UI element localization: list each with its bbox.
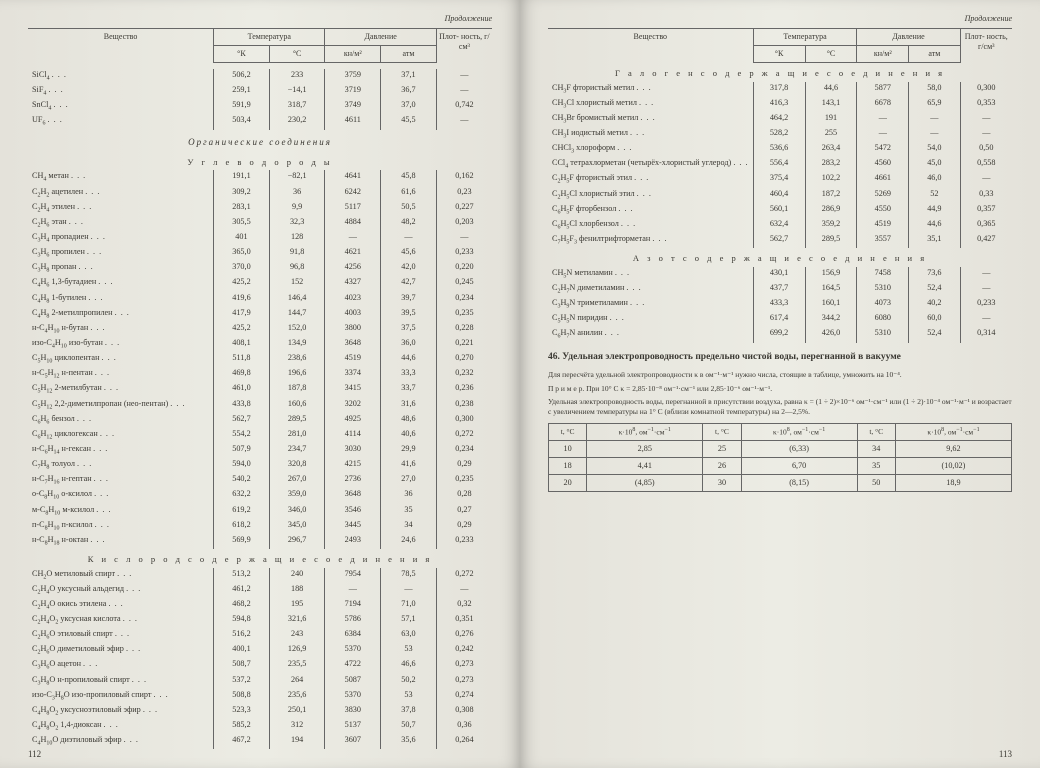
table-row: CH3I иодистый метил . . .528,2255——— xyxy=(548,127,1012,142)
table-row: изо-C3H8O изо-пропиловый спирт . . .508,… xyxy=(28,689,492,704)
table-row: C2H4O окись этилена . . .468,2195719471,… xyxy=(28,598,492,613)
continuation-label-r: Продолжение xyxy=(548,14,1012,24)
table-row: 102,8525(6,33)349,62 xyxy=(549,440,1012,457)
table-row: C6H12 циклогексан . . .554,2281,0411440,… xyxy=(28,428,492,443)
table-row: CH5N метиламин . . .430,1156,9745873,6— xyxy=(548,267,1012,282)
table-row: C5H10 циклопентан . . .511,8238,6451944,… xyxy=(28,352,492,367)
table-row: C2H2 ацетилен . . .309,236624261,60,23 xyxy=(28,186,492,201)
table-row: C3H6 пропилен . . .365,091,8462145,60,23… xyxy=(28,246,492,261)
table-row: C3H9N триметиламин . . .433,3160,1407340… xyxy=(548,297,1012,312)
continuation-label: Продолжение xyxy=(28,14,492,24)
th-water-k: κ·108, ом−1·см−1 xyxy=(741,423,857,440)
note-1: Для пересчёта удельной электропроводност… xyxy=(548,370,1012,380)
table-row: CHCl3 хлороформ . . .536,6263,4547254,00… xyxy=(548,142,1012,157)
table-row: н-C8H18 н-октан . . .569,9296,7249324,60… xyxy=(28,534,492,549)
table-row: C3H6O ацетон . . .508,7235,5472246,60,27… xyxy=(28,658,492,673)
table-row: о-C8H10 о-ксилол . . .632,2359,03648360,… xyxy=(28,488,492,503)
table-row: C4H8O2 уксусноэтиловый эфир . . .523,325… xyxy=(28,704,492,719)
table-row: UF6 . . .503,4230,2461145,5— xyxy=(28,114,492,129)
table-row: C2H7N диметиламин . . .437,7164,5531052,… xyxy=(548,282,1012,297)
th-atm: атм xyxy=(381,46,437,63)
table-row: CH3Br бромистый метил . . .464,2191——— xyxy=(548,112,1012,127)
table-row: CH3F фтористый метил . . .317,844,658775… xyxy=(548,82,1012,97)
table-row: C6H5Cl хлорбензол . . .632,4359,2451944,… xyxy=(548,218,1012,233)
table-row: н-C4H10 н-бутан . . .425,2152,0380037,50… xyxy=(28,322,492,337)
page-number-left: 112 xyxy=(28,749,41,760)
th-density: Плот- ность, г/см³ xyxy=(436,29,492,63)
table-row: м-C8H10 м-ксилол . . .619,2346,03546350,… xyxy=(28,504,492,519)
table-row: н-C6H14 н-гексан . . .507,9234,7303029,9… xyxy=(28,443,492,458)
th-knm2: кн/м² xyxy=(325,46,381,63)
table-row: SiF4 . . .259,1−14,1371936,7— xyxy=(28,84,492,99)
table-row: C4H10O диэтиловый эфир . . .467,21943607… xyxy=(28,734,492,749)
table-row: C2H6O этиловый спирт . . .516,2243638463… xyxy=(28,628,492,643)
page-number-right: 113 xyxy=(999,749,1012,760)
table-row: C2H4 этилен . . .283,19,9511750,50,227 xyxy=(28,201,492,216)
th-substance: Вещество xyxy=(28,29,214,63)
table-row: C2H5F фтористый этил . . .375,4102,24661… xyxy=(548,172,1012,187)
table-row: C2H4O уксусный альдегид . . .461,2188——— xyxy=(28,583,492,598)
note-3: Удельная электропроводность воды, перегн… xyxy=(548,397,1012,417)
th-water-t: t, °C xyxy=(703,423,741,440)
table-row: C3H8O н-пропиловый спирт . . .537,226450… xyxy=(28,674,492,689)
th-water-k: κ·108, ом−1·см−1 xyxy=(587,423,703,440)
table-row: C6H6 бензол . . .562,7289,5492548,60,300 xyxy=(28,413,492,428)
th-pressure: Давление xyxy=(325,29,436,46)
table-row: 20(4,85)30(8,15)5018,9 xyxy=(549,475,1012,492)
table-row: CH4 метан . . .191,1−82,1464145,80,162 xyxy=(28,170,492,185)
th-water-t: t, °C xyxy=(857,423,895,440)
table-row: C2H4O2 уксусная кислота . . .594,8321,65… xyxy=(28,613,492,628)
main-table-left: Вещество Температура Давление Плот- ност… xyxy=(28,28,492,749)
table-row: C4H8 1-бутилен . . .419,6146,4402339,70,… xyxy=(28,292,492,307)
th-temperature: Температура xyxy=(214,29,325,46)
table-row: CH3Cl хлористый метил . . .416,3143,1667… xyxy=(548,97,1012,112)
table-row: C5H12 2,2-диметилпропан (нео-пентан) . .… xyxy=(28,398,492,413)
table-row: C6H7N анилин . . .699,2426,0531052,40,31… xyxy=(548,327,1012,342)
table-row: CCl4 тетрахлорметан (четырёх-хлористый у… xyxy=(548,157,1012,172)
left-page: Продолжение Вещество Температура Давлени… xyxy=(0,0,520,768)
table-row: п-C8H10 п-ксилол . . .618,2345,03445340,… xyxy=(28,519,492,534)
table-row: CH2O метиловый спирт . . .513,2240795478… xyxy=(28,568,492,583)
th-water-k: κ·108, ом−1·см−1 xyxy=(895,423,1011,440)
table-row: н-C5H12 н-пентан . . .469,8196,6337433,3… xyxy=(28,367,492,382)
table-row: C2H5Cl хлористый этил . . .460,4187,2526… xyxy=(548,188,1012,203)
table-row: C2H6O диметиловый эфир . . .400,1126,953… xyxy=(28,643,492,658)
table-row: C2H6 этан . . .305,532,3488448,20,203 xyxy=(28,216,492,231)
table-row: C5H5N пиридин . . .617,4344,2608060,0— xyxy=(548,312,1012,327)
th-celsius: °С xyxy=(269,46,325,63)
note-2: П р и м е р. При 10° C κ = 2,85·10⁻⁸ ом⁻… xyxy=(548,384,1012,394)
main-table-right: Вещество Температура Давление Плот- ност… xyxy=(548,28,1012,343)
right-page: Продолжение Вещество Температура Давлени… xyxy=(520,0,1040,768)
heading-46: 46. Удельная электропроводность предельн… xyxy=(548,351,1012,364)
table-row: C6H5F фторбензол . . .560,1286,9455044,9… xyxy=(548,203,1012,218)
th-kelvin: °К xyxy=(214,46,270,63)
table-row: C7H5F3 фенилтрифторметан . . .562,7289,5… xyxy=(548,233,1012,248)
table-row: SiCl4 . . .506,2233375937,1— xyxy=(28,69,492,84)
table-row: н-C7H16 н-гептан . . .540,2267,0273627,0… xyxy=(28,473,492,488)
table-row: C5H12 2-метилбутан . . .461,0187,8341533… xyxy=(28,382,492,397)
water-conductivity-table: t, °Cκ·108, ом−1·см−1t, °Cκ·108, ом−1·см… xyxy=(548,423,1012,493)
table-row: 184,41266,7035(10,02) xyxy=(549,457,1012,474)
table-row: изо-C4H10 изо-бутан . . .408,1134,936483… xyxy=(28,337,492,352)
table-head: Вещество Температура Давление Плот- ност… xyxy=(28,29,492,63)
table-row: SnCl4 . . .591,9318,7374937,00,742 xyxy=(28,99,492,114)
table-row: C7H8 толуол . . .594,0320,8421541,60,29 xyxy=(28,458,492,473)
table-row: C4H8O2 1,4-диоксан . . .585,2312513750,7… xyxy=(28,719,492,734)
th-water-t: t, °C xyxy=(549,423,587,440)
table-row: C4H8 2-метилпропилен . . .417,9144,74003… xyxy=(28,307,492,322)
table-row: C4H6 1,3-бутадиен . . .425,2152432742,70… xyxy=(28,276,492,291)
table-row: C3H4 пропадиен . . .401128——— xyxy=(28,231,492,246)
table-row: C3H8 пропан . . .370,096,8425642,00,220 xyxy=(28,261,492,276)
